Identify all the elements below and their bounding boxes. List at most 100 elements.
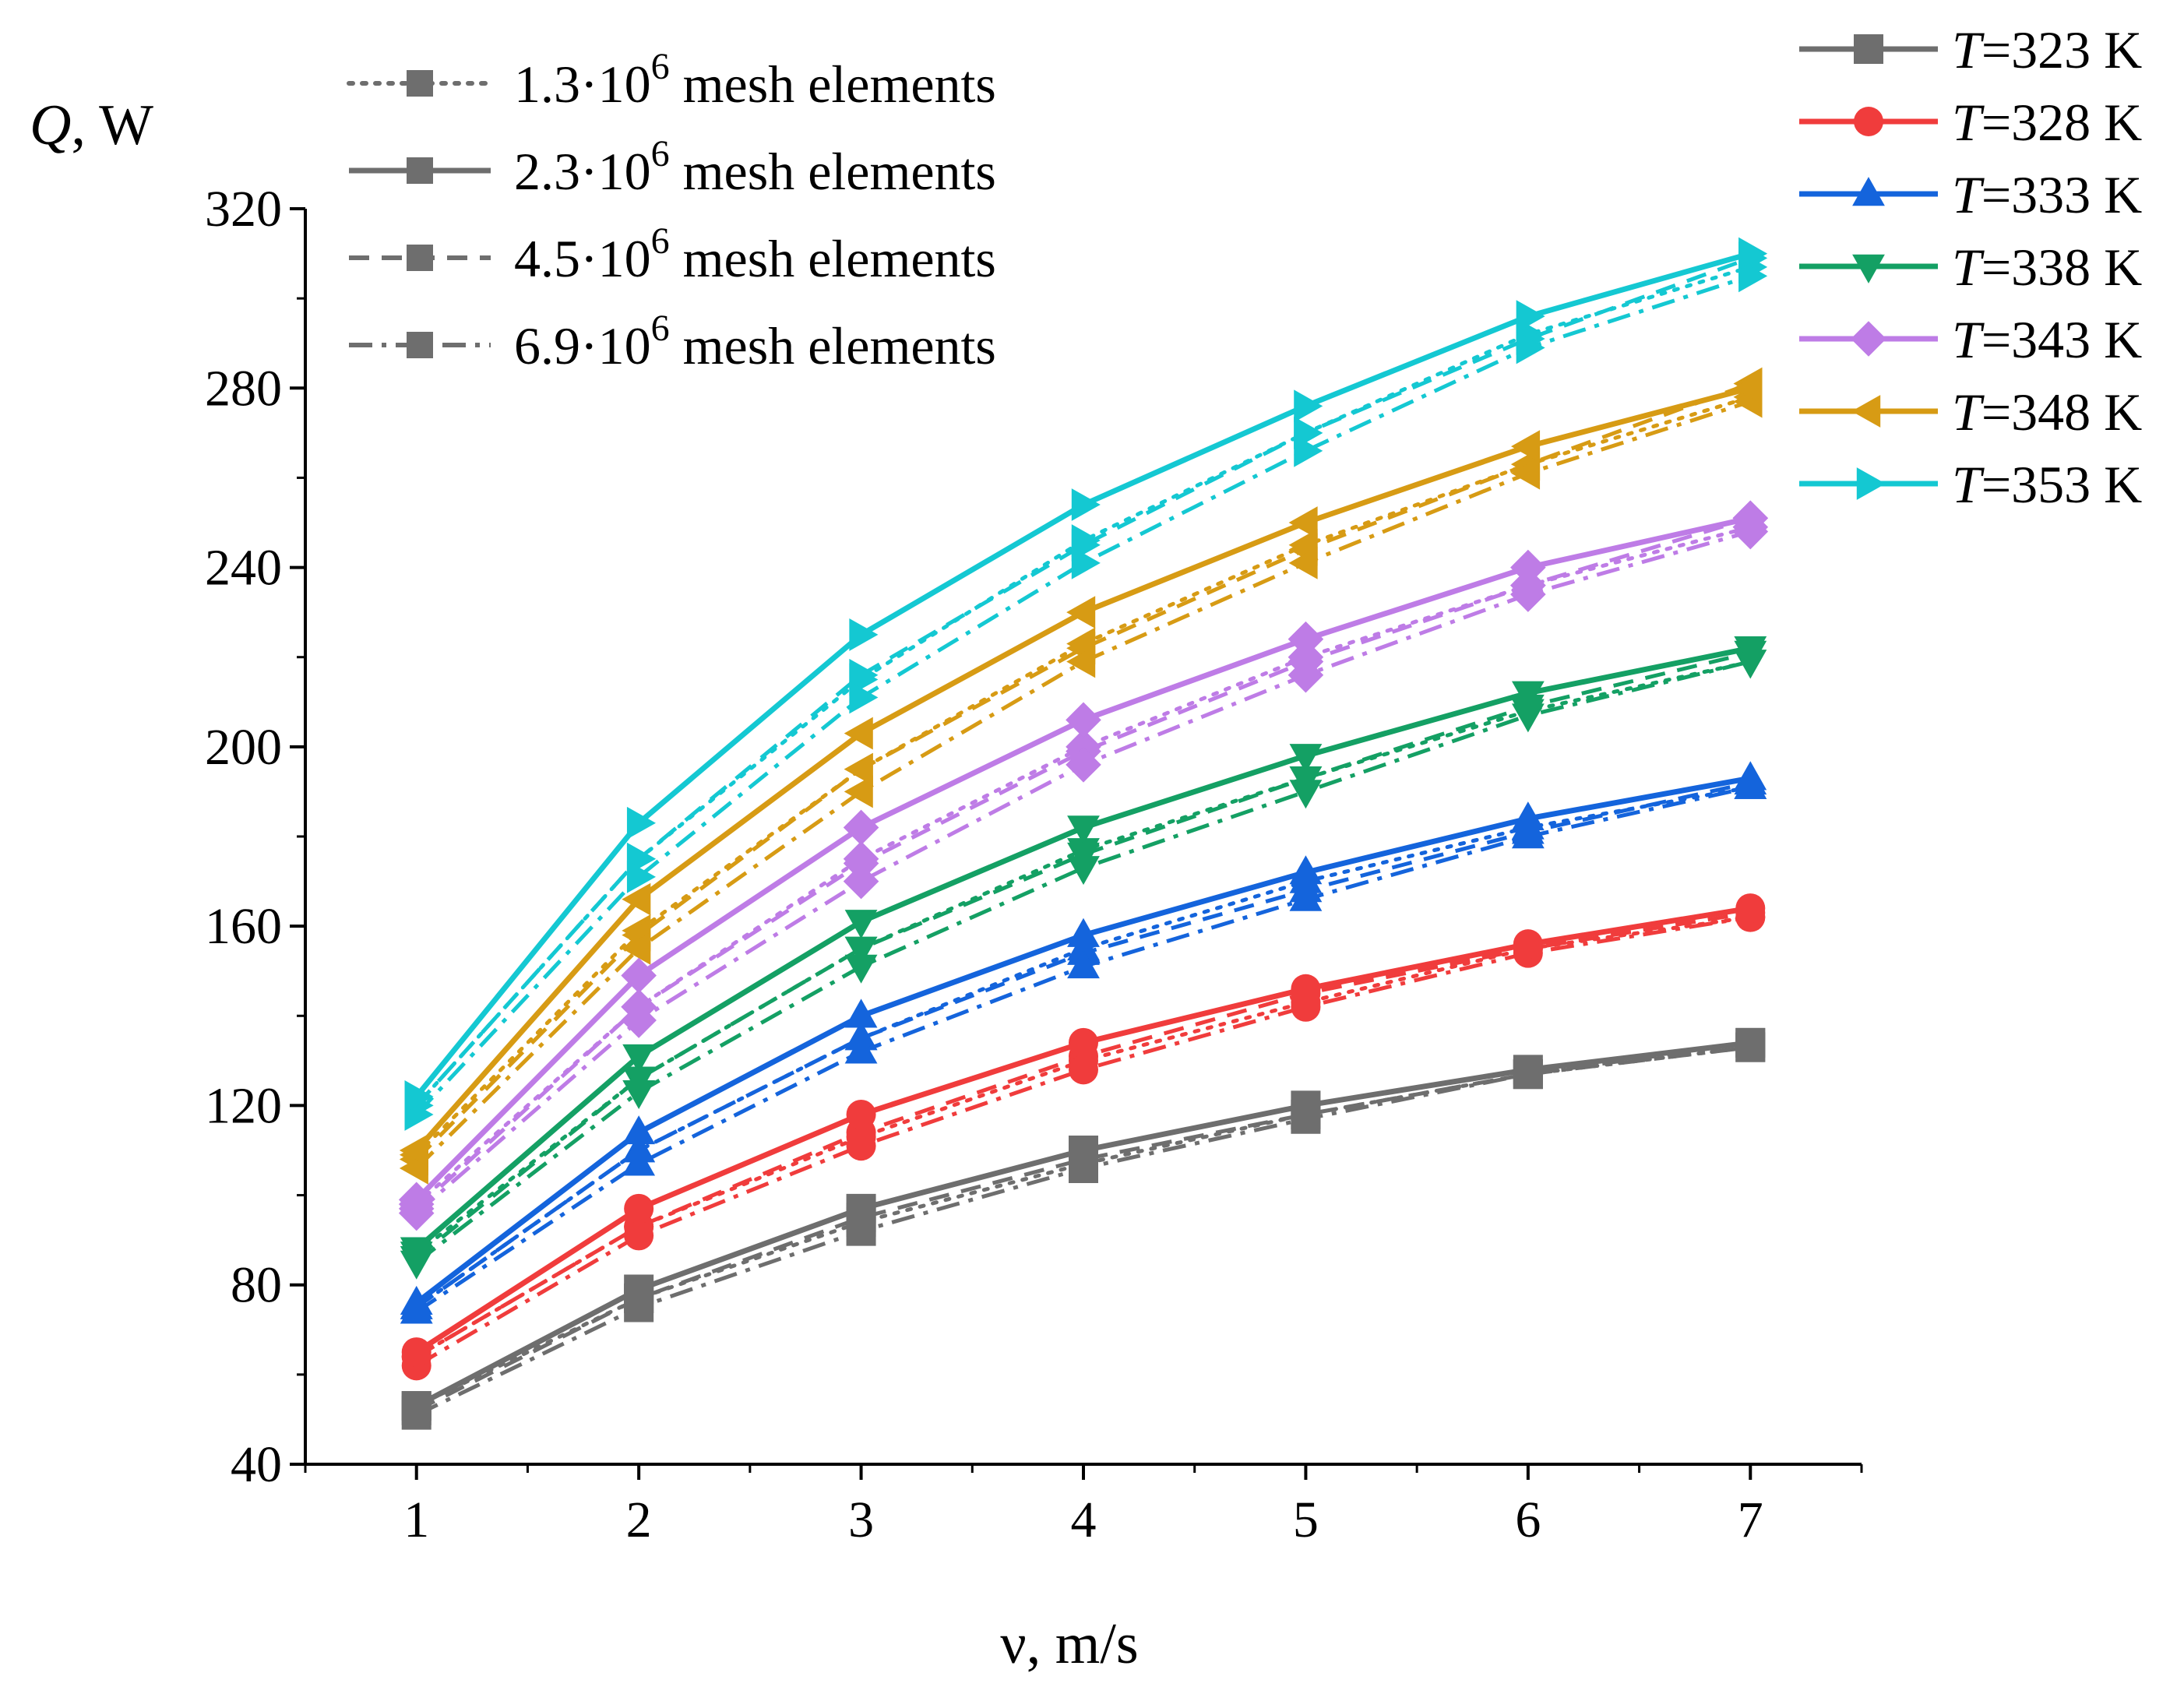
data-point [1069, 1136, 1098, 1165]
data-point [1067, 815, 1100, 845]
temperature-legend-marker [1852, 254, 1885, 284]
data-point [1289, 780, 1323, 809]
x-tick-label: 2 [626, 1491, 652, 1548]
data-point [621, 1002, 657, 1038]
series-353K-solid [404, 237, 1768, 1113]
temperature-legend-value: =348 K [1981, 382, 2142, 442]
data-point [844, 954, 878, 984]
data-point [1733, 372, 1763, 405]
temperature-legend-marker [1856, 467, 1886, 500]
mesh-legend-label: 1.3·106 mesh elements [514, 46, 996, 114]
y-tick-label: 200 [205, 719, 282, 776]
temperature-legend-var: T [1952, 20, 1985, 79]
temperature-legend-label: T=348 K [1952, 382, 2142, 442]
data-point [844, 1034, 878, 1064]
data-point [1067, 949, 1100, 979]
temperature-legend-item: T=323 K [1799, 20, 2142, 79]
data-point [1738, 237, 1768, 270]
temperature-legend-value: =333 K [1981, 165, 2142, 224]
data-point [1288, 506, 1318, 539]
temperature-legend-marker [1852, 177, 1885, 206]
mesh-legend-suffix: mesh elements [670, 316, 996, 375]
data-point [1511, 681, 1545, 710]
data-point [622, 1044, 656, 1073]
mesh-legend-suffix: mesh elements [670, 55, 996, 114]
data-point [1735, 893, 1766, 924]
data-point [1288, 657, 1324, 693]
temperature-legend-label: T=323 K [1952, 20, 2142, 79]
temperature-legend-label: T=338 K [1952, 238, 2142, 297]
mesh-legend: 1.3·106 mesh elements 2.3·106 mesh elemen… [347, 46, 996, 375]
temperature-legend-label: T=333 K [1952, 165, 2142, 224]
series-323K-solid [401, 1027, 1766, 1421]
y-axis-title: Q, W [30, 93, 153, 157]
data-point [844, 998, 878, 1028]
data-point [1510, 549, 1546, 586]
data-point [846, 1193, 876, 1224]
data-point [843, 863, 879, 900]
data-point [1516, 331, 1545, 365]
data-point [1071, 488, 1101, 521]
data-point [622, 882, 651, 916]
mesh-legend-item: 6.9·106 mesh elements [349, 308, 996, 375]
y-axis-unit: , W [71, 93, 153, 157]
temperature-legend-item: T=328 K [1799, 93, 2142, 152]
data-point [844, 752, 873, 786]
temperature-legend-var: T [1952, 165, 1985, 224]
mesh-legend-exponent: 6 [651, 133, 670, 174]
data-point [621, 957, 657, 994]
data-point [1511, 801, 1545, 831]
temperature-legend-item: T=338 K [1799, 238, 2142, 297]
data-point [398, 1182, 435, 1218]
data-point [1510, 576, 1546, 612]
temperature-legend-marker [1854, 107, 1883, 136]
series-333K-dash-dot [400, 770, 1767, 1324]
temperature-legend-value: =338 K [1981, 238, 2142, 297]
mesh-legend-item: 2.3·106 mesh elements [349, 133, 996, 201]
data-point [1511, 703, 1545, 733]
series-343K-solid [398, 500, 1769, 1218]
data-point [1516, 300, 1545, 333]
mesh-legend-exponent: 6 [651, 46, 670, 87]
data-point [1511, 430, 1541, 463]
data-point [1069, 1027, 1098, 1058]
data-point [846, 1131, 876, 1161]
series-333K-solid [400, 761, 1767, 1315]
data-point [622, 1079, 656, 1110]
data-point [1732, 500, 1769, 537]
data-point [844, 910, 878, 939]
data-point [1291, 974, 1321, 1004]
mesh-legend-suffix: mesh elements [670, 142, 996, 201]
temperature-legend-marker [1851, 395, 1881, 428]
data-point [1289, 855, 1323, 885]
temperature-legend-label: T=343 K [1952, 310, 2142, 369]
data-point [849, 658, 879, 692]
data-point [624, 1220, 654, 1251]
temperature-legend-item: T=333 K [1799, 165, 2142, 224]
data-point [1289, 882, 1323, 911]
data-point [622, 1146, 656, 1176]
data-point [1294, 389, 1323, 423]
data-point [1734, 761, 1767, 791]
data-point [624, 1193, 654, 1224]
data-point [1511, 456, 1541, 490]
mesh-legend-marker [407, 245, 433, 271]
data-point [1738, 259, 1768, 293]
data-point [401, 1391, 432, 1421]
data-point [844, 936, 878, 966]
axes-layer [290, 207, 1863, 1480]
temperature-legend-item: T=343 K [1799, 310, 2142, 369]
data-point [1511, 819, 1545, 849]
data-point [1734, 636, 1767, 666]
temperature-legend-item: T=353 K [1799, 455, 2142, 514]
data-point [399, 1134, 428, 1167]
temperature-legend-label: T=328 K [1952, 93, 2142, 152]
data-point [849, 618, 879, 651]
temperature-legend-var: T [1952, 455, 1985, 514]
temperature-legend-value: =343 K [1981, 310, 2142, 369]
mesh-legend-marker [407, 157, 433, 184]
mesh-legend-exponent: 6 [651, 220, 670, 262]
mesh-legend-suffix: mesh elements [670, 229, 996, 288]
data-point [1289, 744, 1323, 773]
mesh-legend-marker [407, 332, 433, 358]
